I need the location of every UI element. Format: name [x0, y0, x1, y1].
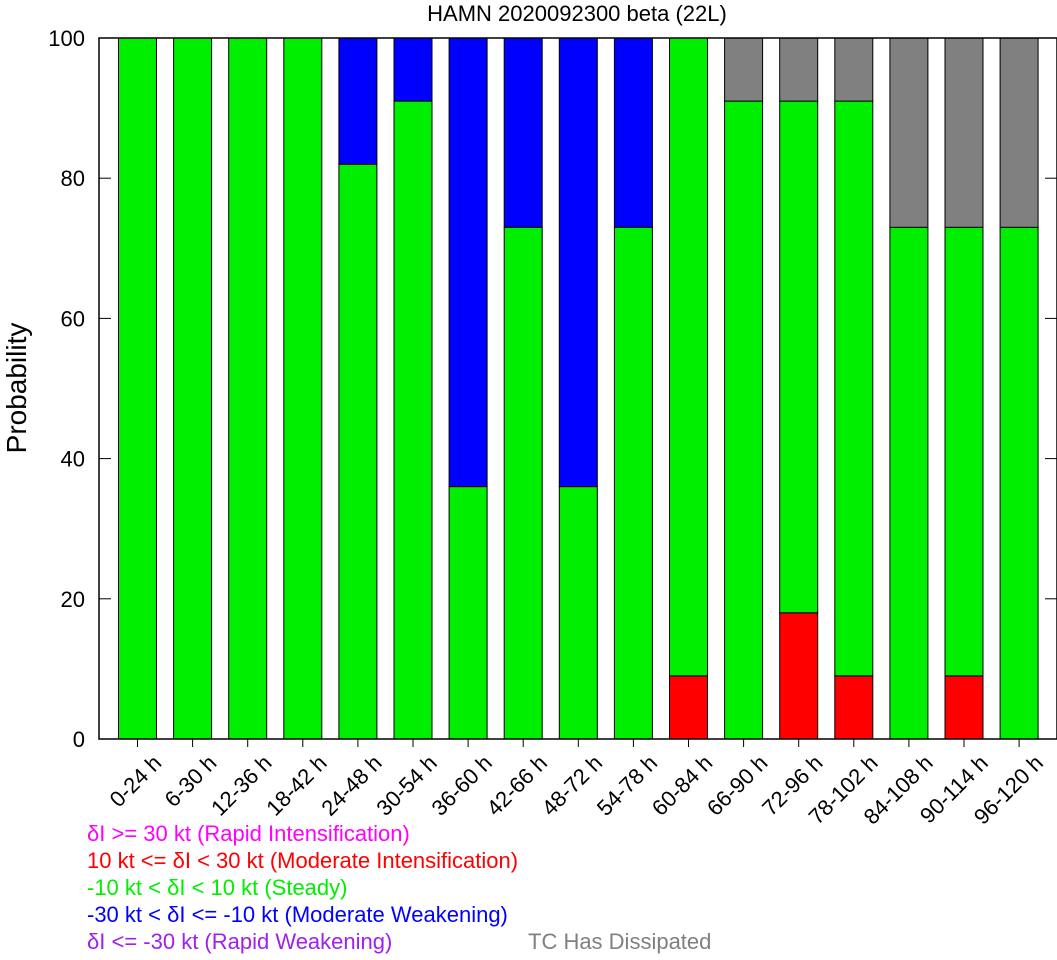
x-tick-label: 36-60 h — [427, 750, 497, 820]
bar-segment — [613, 226, 653, 740]
x-tick-label: 60-84 h — [647, 750, 717, 820]
x-tick-label: 30-54 h — [371, 750, 441, 820]
y-tick-label: 100 — [48, 26, 85, 51]
x-tick-label: 0-24 h — [105, 750, 167, 812]
x-tick-label: 66-90 h — [702, 750, 772, 820]
bar-segment — [448, 37, 488, 488]
bar-segment — [779, 612, 819, 740]
bar-segment — [503, 226, 543, 740]
bar-segment — [889, 226, 929, 740]
x-tick-label: 54-78 h — [592, 750, 662, 820]
bar-segment — [228, 37, 268, 740]
x-tick-label: 18-42 h — [261, 750, 331, 820]
plot-frame — [98, 37, 1057, 740]
legend-rapid-intensification: δI >= 30 kt (Rapid Intensification) — [87, 821, 410, 846]
bar-segment — [118, 37, 157, 740]
bar-segment — [283, 37, 323, 740]
bar-segment — [944, 675, 984, 740]
bar-segment — [448, 486, 488, 740]
y-tick-label: 60 — [61, 306, 85, 331]
y-tick-label: 0 — [73, 727, 85, 752]
bar-segment — [889, 37, 929, 228]
legend-rapid-weakening: δI <= -30 kt (Rapid Weakening) — [87, 929, 393, 954]
bar-segment — [724, 37, 764, 102]
x-tick-label: 48-72 h — [537, 750, 607, 820]
bar-segment — [999, 37, 1039, 228]
bar-segment — [999, 226, 1039, 740]
x-tick-label: 24-48 h — [316, 750, 386, 820]
legend-moderate-intensification: 10 kt <= δI < 30 kt (Moderate Intensific… — [87, 848, 519, 873]
bar-segment — [613, 37, 653, 228]
bar-segment — [779, 100, 819, 614]
bar-segment — [393, 100, 433, 740]
y-axis-label: Probability — [1, 323, 32, 454]
bar-segment — [834, 100, 874, 677]
legend-dissipated: TC Has Dissipated — [528, 929, 712, 954]
x-tick-label: 42-66 h — [482, 750, 552, 820]
bars-group — [118, 37, 1039, 740]
bar-segment — [834, 37, 874, 102]
y-tick-label: 40 — [61, 447, 85, 472]
bar-segment — [779, 37, 819, 102]
y-tick-label: 20 — [61, 587, 85, 612]
bar-segment — [669, 37, 708, 677]
legend-steady: -10 kt < δI < 10 kt (Steady) — [87, 875, 348, 900]
bar-segment — [944, 226, 984, 677]
bar-segment — [558, 486, 598, 740]
legend-moderate-weakening: -30 kt < δI <= -10 kt (Moderate Weakenin… — [87, 902, 508, 927]
bar-segment — [338, 37, 378, 165]
y-tick-label: 80 — [61, 166, 85, 191]
bar-segment — [503, 37, 543, 228]
bar-segment — [834, 675, 874, 740]
bar-segment — [944, 37, 984, 228]
x-axis-ticks: 0-24 h6-30 h12-36 h18-42 h24-48 h30-54 h… — [105, 739, 1048, 829]
x-tick-label: 12-36 h — [206, 750, 276, 820]
bar-segment — [173, 37, 213, 740]
bar-segment — [724, 100, 764, 740]
bar-segment — [393, 37, 433, 102]
bar-segment — [558, 37, 598, 488]
bar-segment — [338, 163, 378, 740]
y-axis-ticks: 0 20 40 60 80 100 — [48, 26, 1057, 752]
chart-title: HAMN 2020092300 beta (22L) — [427, 1, 727, 26]
bar-segment — [669, 675, 708, 740]
